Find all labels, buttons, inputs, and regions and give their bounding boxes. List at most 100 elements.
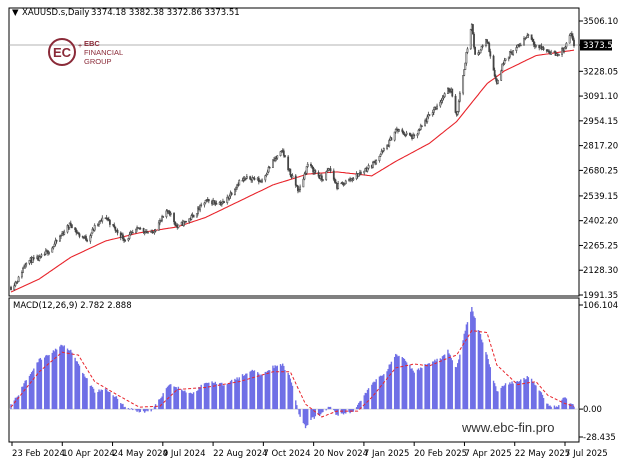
macd-bar: [450, 357, 452, 410]
candle: [197, 206, 199, 216]
candle-body: [55, 240, 58, 242]
candle: [545, 49, 548, 53]
candle-body: [153, 231, 156, 234]
candle: [127, 238, 130, 242]
macd-title: MACD(12,26,9) 2.782 2.888: [13, 301, 132, 311]
macd-bar: [561, 399, 563, 410]
macd-bar: [14, 397, 17, 410]
macd-bar: [426, 364, 428, 410]
macd-bar: [562, 397, 564, 410]
candle: [51, 246, 54, 253]
candle: [55, 239, 58, 244]
macd-bar: [348, 409, 350, 413]
candle: [564, 45, 567, 50]
candle-body: [43, 253, 46, 256]
macd-bar: [68, 350, 71, 410]
candle: [228, 194, 231, 201]
macd-bar: [107, 391, 109, 410]
candle-body: [310, 163, 312, 167]
macd-bar: [432, 361, 434, 410]
macd-bar: [525, 379, 527, 410]
macd-bar: [71, 352, 73, 410]
macd-bar: [199, 387, 201, 410]
candle-body: [169, 213, 172, 215]
candle-body: [220, 202, 223, 205]
candle: [291, 173, 294, 178]
macd-bar: [272, 365, 274, 410]
candle: [416, 133, 419, 139]
candle: [449, 88, 451, 94]
macd-bar: [120, 403, 122, 410]
candle-body: [266, 171, 269, 175]
macd-bar: [342, 409, 345, 415]
candle: [267, 165, 270, 173]
x-tick-label: 7 Jan 2025: [364, 449, 410, 459]
candle: [14, 280, 17, 288]
macd-bar: [441, 356, 444, 410]
macd-bar: [98, 389, 100, 410]
candle-body: [326, 170, 329, 173]
macd-bar: [455, 367, 458, 410]
candle: [237, 182, 240, 188]
price-tick-label: 1991.35: [583, 291, 618, 301]
candle: [89, 234, 92, 244]
candle: [493, 67, 496, 78]
collapse-arrow-icon[interactable]: ▼: [12, 8, 19, 18]
candle-body: [557, 54, 560, 57]
macd-bar: [52, 350, 55, 410]
macd-bar: [166, 386, 169, 410]
macd-bar: [66, 348, 69, 410]
macd-tick-label: 106.104: [583, 301, 618, 311]
candle-body: [116, 229, 119, 234]
candle-body: [124, 239, 127, 242]
macd-bar: [572, 404, 574, 410]
macd-bar: [198, 386, 200, 410]
candle: [123, 236, 125, 243]
candle: [106, 217, 109, 222]
price-tick-label: 2954.15: [583, 117, 618, 127]
candle: [282, 148, 285, 158]
candle-body: [159, 220, 161, 224]
candle: [442, 94, 445, 101]
candle: [266, 169, 269, 175]
macd-bar: [170, 384, 172, 410]
macd-bar: [334, 409, 336, 412]
candle: [402, 130, 405, 135]
macd-bar: [127, 408, 130, 410]
candle: [501, 63, 504, 72]
macd-bar: [454, 366, 457, 410]
candle: [412, 132, 415, 139]
macd-bar: [302, 409, 305, 424]
macd-bar: [236, 377, 238, 410]
candle-body: [501, 63, 504, 72]
candle: [510, 49, 512, 53]
candle: [265, 172, 268, 178]
candle-body: [448, 88, 450, 92]
candle-body: [44, 250, 47, 255]
candle-body: [70, 224, 73, 229]
candle-body: [329, 168, 332, 172]
candle-body: [53, 243, 56, 247]
macd-panel-frame: [8, 297, 580, 443]
candle-body: [497, 79, 499, 84]
candle: [332, 168, 335, 182]
macd-bar: [177, 386, 180, 410]
macd-bar: [312, 409, 314, 417]
macd-bar: [396, 354, 398, 410]
candle-body: [304, 172, 307, 175]
macd-bar: [182, 390, 184, 410]
candle: [302, 176, 305, 188]
candle-body: [481, 45, 484, 47]
price-tick-label: 3091.10: [583, 92, 618, 102]
candle: [297, 185, 299, 194]
macd-bar: [204, 382, 207, 410]
price-tick-label: 2128.30: [583, 266, 618, 276]
macd-bar: [85, 378, 87, 410]
symbol-label: XAUUSD.s,Daily: [22, 8, 89, 18]
candle: [298, 188, 300, 193]
candle: [337, 180, 340, 190]
logo-cross-icon: +: [78, 43, 82, 50]
price-tick-label: 2402.20: [583, 217, 618, 227]
macd-bar: [109, 392, 111, 410]
